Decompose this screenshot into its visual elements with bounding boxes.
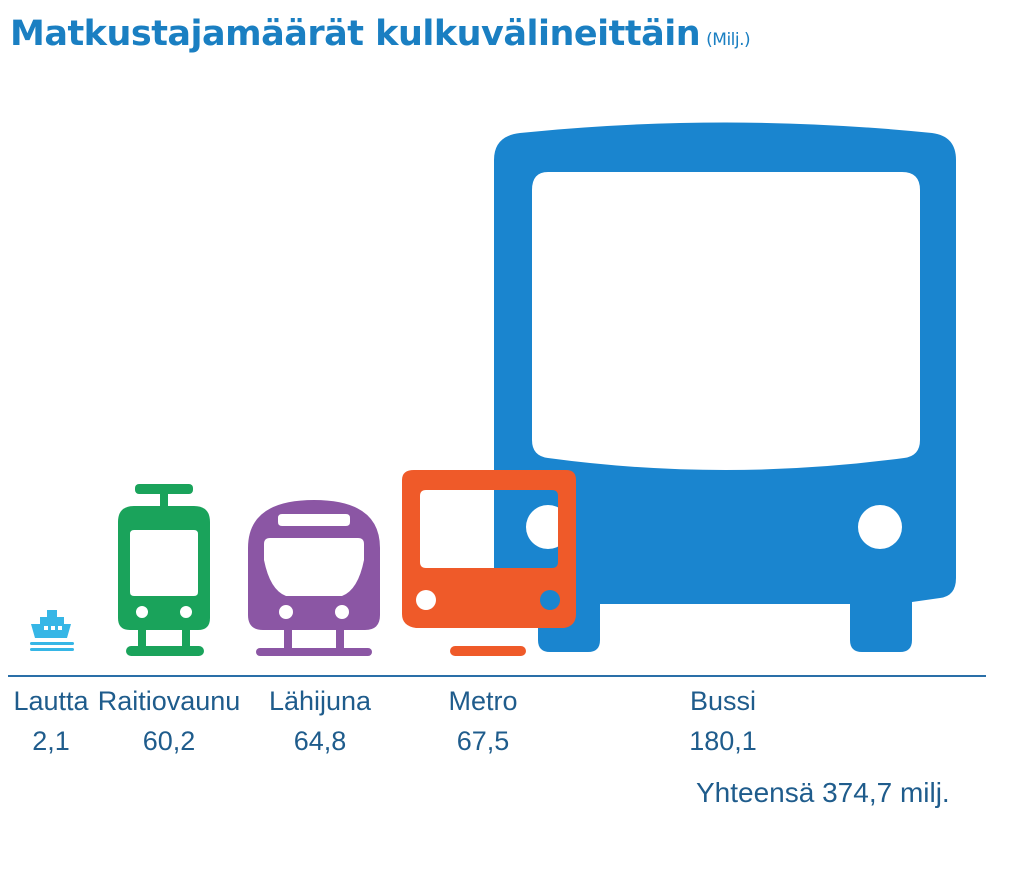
bar-bussi (494, 122, 956, 652)
value-label: 180,1 (689, 726, 757, 756)
title-text: Matkustajamäärät kulkuvälineittäin (10, 14, 701, 54)
value-label: 67,5 (456, 726, 510, 756)
tram-track (126, 646, 204, 656)
metro-track (450, 646, 526, 656)
chart-title: Matkustajamäärät kulkuvälineittäin (Milj.… (10, 14, 751, 54)
metro-icon (402, 470, 576, 628)
ferry-wave-1 (30, 642, 74, 645)
category-label: Metro (448, 686, 518, 716)
category-label: Bussi (689, 686, 757, 716)
title-unit: (Milj.) (706, 30, 751, 50)
value-label: 2,1 (32, 726, 70, 756)
tram-leg-right (182, 628, 190, 648)
tram-pantograph-rod (160, 492, 168, 508)
category-label: Raitiovaunu (97, 686, 241, 716)
value-label: 64,8 (293, 726, 347, 756)
train-leg-left (284, 628, 292, 650)
bar-lahijuna (248, 500, 380, 656)
tram-pantograph-top (135, 484, 193, 494)
ferry-wave-2 (30, 648, 74, 651)
bus-icon (494, 122, 956, 652)
train-track (256, 648, 372, 656)
tram-leg-left (138, 628, 146, 648)
category-label: Lähijuna (268, 686, 372, 716)
train-leg-right (336, 628, 344, 650)
bar-lautta (30, 610, 74, 651)
ferry-icon (31, 610, 71, 638)
value-label: 60,2 (142, 726, 196, 756)
commuter-train-icon (248, 500, 380, 630)
bar-raitiovaunu (118, 484, 210, 656)
total-label: Yhteensä 374,7 milj. (696, 777, 950, 808)
category-label: Lautta (13, 686, 89, 716)
tram-icon (118, 506, 210, 630)
bar-metro (402, 470, 576, 656)
